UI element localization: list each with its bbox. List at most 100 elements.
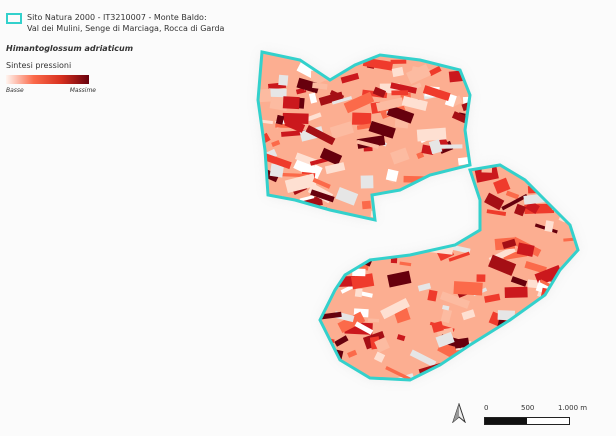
pressure-patch xyxy=(367,318,380,323)
pressure-patch xyxy=(510,276,528,287)
scale-label-0: 0 xyxy=(484,404,489,412)
pressure-patch xyxy=(334,335,349,347)
pressure-patch xyxy=(335,186,359,206)
pressure-patch xyxy=(436,179,451,194)
pressure-patch xyxy=(390,59,407,65)
pressure-patch xyxy=(542,312,564,330)
pressure-patch xyxy=(296,61,316,79)
pressure-patch xyxy=(271,140,281,148)
pressure-patch xyxy=(415,217,436,220)
pressure-patch xyxy=(360,175,374,189)
pressure-patch xyxy=(416,151,425,160)
ramp-high-label: Massime xyxy=(69,87,96,94)
pressure-patch xyxy=(312,177,331,189)
pressure-patch xyxy=(461,309,476,321)
pressure-patch xyxy=(372,386,392,400)
pressure-patch xyxy=(551,342,577,358)
pressure-patch xyxy=(385,168,399,182)
pressure-patch xyxy=(564,311,578,325)
pressure-patch xyxy=(374,204,404,211)
pressure-patch xyxy=(258,155,265,170)
pressure-patch xyxy=(354,321,374,335)
pressure-patch xyxy=(422,85,451,102)
pressure-patch xyxy=(505,190,520,200)
pressure-patch xyxy=(543,352,563,363)
pressure-patch xyxy=(362,57,394,71)
pressure-patch xyxy=(479,128,503,145)
pressure-patch xyxy=(486,209,507,216)
pressure-patch xyxy=(350,273,375,290)
pressure-patch xyxy=(354,288,363,298)
pressure-patch xyxy=(375,399,400,419)
pressure-patch xyxy=(511,353,524,362)
pressure-patch xyxy=(514,203,527,217)
pressure-patch xyxy=(459,172,470,186)
pressure-patch xyxy=(298,35,323,50)
pressure-patch xyxy=(312,82,328,90)
pressure-patch xyxy=(441,304,450,311)
pressure-patch xyxy=(493,177,511,195)
pressure-patch xyxy=(283,242,305,253)
pressure-patch xyxy=(427,289,438,302)
pressure-patch xyxy=(524,353,551,367)
north-arrow-icon xyxy=(452,403,466,423)
scale-label-500: 500 xyxy=(521,404,535,412)
pressure-patch xyxy=(396,334,406,342)
pressure-patch xyxy=(320,257,348,276)
pressure-patch xyxy=(375,97,404,112)
pressure-patch xyxy=(474,165,499,183)
pressure-patch xyxy=(323,52,332,63)
site-swatch xyxy=(6,13,22,24)
scale-label-1000: 1.000 m xyxy=(558,404,588,412)
pressure-patch xyxy=(262,153,292,170)
pressure-patch xyxy=(320,26,345,42)
pressure-patch xyxy=(420,216,435,225)
pressure-patch xyxy=(540,354,559,367)
pressure-patch xyxy=(420,181,436,197)
pressure-patch xyxy=(587,281,612,296)
pressure-patch xyxy=(329,90,345,101)
pressure-patch xyxy=(376,225,399,240)
pressure-patch xyxy=(396,210,411,220)
pressure-patch xyxy=(433,144,463,149)
pressure-patch xyxy=(308,92,318,104)
pressure-patch xyxy=(324,25,353,46)
pressure-patch xyxy=(425,217,454,239)
pressure-patch xyxy=(385,366,413,380)
color-ramp xyxy=(6,75,89,84)
pressure-patch xyxy=(576,370,578,377)
pressure-patch xyxy=(320,363,337,368)
pressure-patch xyxy=(405,200,417,211)
pressure-patch xyxy=(510,329,539,339)
pressure-patch xyxy=(320,223,341,232)
pressure-patch xyxy=(386,105,415,124)
pressure-patch xyxy=(501,193,528,211)
pressure-patch xyxy=(545,380,555,392)
pressure-patch xyxy=(486,84,501,94)
pressure-patch xyxy=(356,139,379,149)
pressure-patch xyxy=(331,96,353,105)
pressure-patch xyxy=(416,190,440,206)
pressure-patch xyxy=(391,66,404,78)
pressure-patch xyxy=(284,117,306,133)
pressure-patch xyxy=(484,192,505,211)
legend: Sito Natura 2000 - IT3210007 - Monte Bal… xyxy=(6,12,224,94)
pressure-patch xyxy=(448,214,457,220)
pressure-patch xyxy=(476,274,486,282)
pressure-patch xyxy=(275,114,285,125)
pressure-patch xyxy=(278,74,289,86)
pressure-patch xyxy=(281,172,308,178)
pressure-patch xyxy=(361,200,372,210)
pressure-patch xyxy=(593,249,616,271)
pressure-patch xyxy=(284,173,317,194)
pressure-patch xyxy=(504,286,528,299)
pressure-patch xyxy=(310,189,335,203)
pressure-patch xyxy=(319,147,343,166)
pressure-patch xyxy=(448,251,470,262)
species-title: Himantoglossum adriaticum xyxy=(6,44,134,53)
pressure-patch xyxy=(425,206,443,220)
pressure-patch xyxy=(396,197,424,220)
pressure-patch xyxy=(413,385,429,400)
